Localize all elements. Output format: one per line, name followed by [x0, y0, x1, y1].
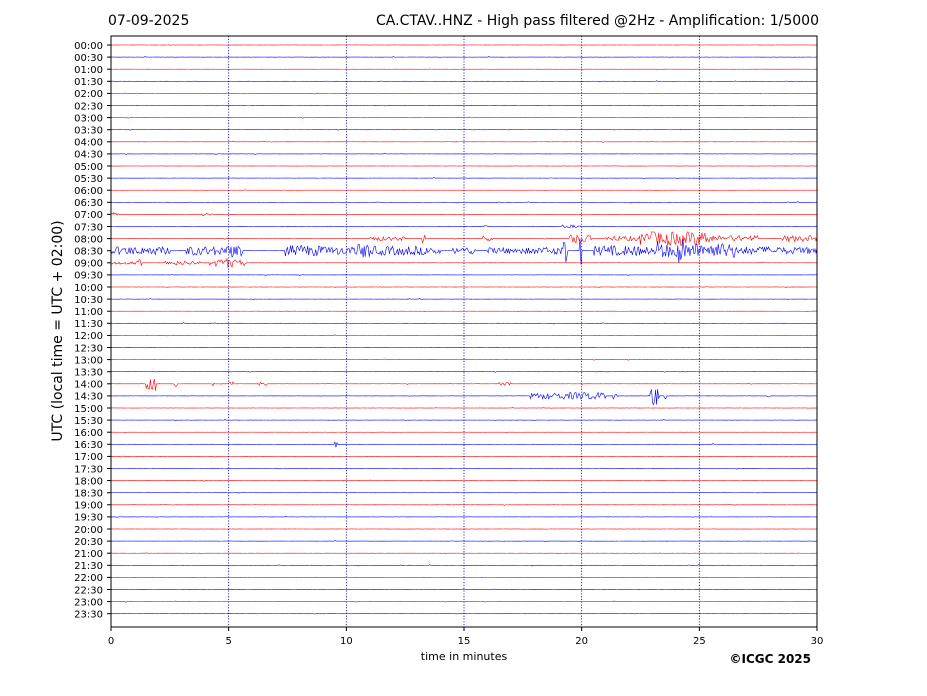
y-tick-label: 11:30 — [74, 319, 103, 330]
y-tick-label: 00:30 — [74, 53, 103, 64]
y-tick-label: 04:00 — [74, 138, 103, 149]
y-tick-label: 22:30 — [74, 585, 103, 596]
y-tick-label: 05:30 — [74, 174, 103, 185]
y-tick-label: 11:00 — [74, 307, 103, 318]
y-tick-label: 19:00 — [74, 501, 103, 512]
y-tick-label: 06:30 — [74, 198, 103, 209]
trace-1000 — [110, 286, 818, 289]
y-tick-label: 03:00 — [74, 113, 103, 124]
trace-2230 — [110, 588, 818, 591]
y-tick-label: 17:30 — [74, 464, 103, 475]
x-axis: 0 5 10 15 20 25 30 — [108, 627, 824, 647]
y-tick-label: 14:30 — [74, 392, 103, 403]
y-tick-label: 21:00 — [74, 549, 103, 560]
trace-1430 — [110, 388, 818, 406]
y-tick-label: 18:30 — [74, 489, 103, 500]
x-tick-label: 0 — [108, 636, 114, 647]
trace-1300 — [110, 358, 818, 361]
trace-1930 — [110, 515, 818, 518]
trace-0030 — [110, 55, 818, 58]
y-tick-label: 03:30 — [74, 126, 103, 137]
y-tick-label: 23:00 — [74, 597, 103, 608]
trace-1600 — [110, 431, 818, 433]
x-tick-label: 20 — [575, 636, 588, 647]
trace-0230 — [110, 104, 818, 107]
chart-title: CA.CTAV..HNZ - High pass filtered @2Hz -… — [376, 13, 819, 29]
y-tick-label: 10:00 — [74, 283, 103, 294]
y-tick-label: 23:30 — [74, 610, 103, 621]
copyright-label: ©ICGC 2025 — [729, 652, 811, 666]
y-tick-label: 01:30 — [74, 77, 103, 88]
y-tick-label: 15:30 — [74, 416, 103, 427]
y-tick-label: 18:00 — [74, 476, 103, 487]
trace-0330 — [110, 129, 818, 131]
y-tick-label: 14:00 — [74, 380, 103, 391]
y-tick-label: 05:00 — [74, 162, 103, 173]
y-tick-label: 12:30 — [74, 343, 103, 354]
trace-1330 — [110, 371, 818, 373]
y-tick-label: 09:30 — [74, 271, 103, 282]
trace-1630 — [110, 441, 818, 448]
vertical-gridlines — [228, 36, 700, 627]
trace-0700 — [110, 212, 818, 217]
y-tick-label: 08:00 — [74, 234, 103, 245]
x-axis-label: time in minutes — [421, 650, 508, 663]
y-tick-label: 06:00 — [74, 186, 103, 197]
trace-0530 — [110, 176, 818, 180]
y-tick-label: 09:00 — [74, 259, 103, 270]
trace-0400 — [110, 140, 818, 143]
x-tick-label: 30 — [811, 636, 824, 647]
x-tick-label: 10 — [340, 636, 353, 647]
y-tick-label: 00:00 — [74, 41, 103, 52]
trace-0100 — [110, 68, 818, 71]
y-axis-label: UTC (local time = UTC + 02:00) — [50, 220, 66, 441]
y-tick-label: 19:30 — [74, 513, 103, 524]
trace-1200 — [110, 334, 818, 337]
y-tick-label: 21:30 — [74, 561, 103, 572]
y-tick-label: 13:30 — [74, 368, 103, 379]
y-tick-label: 02:00 — [74, 89, 103, 100]
y-tick-label: 16:30 — [74, 440, 103, 451]
trace-1730 — [110, 467, 818, 470]
x-tick-label: 15 — [458, 636, 471, 647]
trace-1500 — [110, 406, 818, 409]
y-tick-label: 07:00 — [74, 210, 103, 221]
y-tick-label: 04:30 — [74, 150, 103, 161]
y-tick-label: 20:00 — [74, 525, 103, 536]
trace-1800 — [110, 479, 818, 482]
y-tick-label: 16:00 — [74, 428, 103, 439]
y-tick-label: 08:30 — [74, 247, 103, 258]
y-tick-label: 02:30 — [74, 101, 103, 112]
seismic-traces — [110, 44, 818, 615]
trace-2100 — [110, 552, 818, 555]
x-tick-label: 25 — [693, 636, 706, 647]
x-tick-label: 5 — [225, 636, 231, 647]
y-tick-label: 07:30 — [74, 222, 103, 233]
y-tick-label: 15:00 — [74, 404, 103, 415]
y-tick-label: 01:00 — [74, 65, 103, 76]
y-tick-label: 10:30 — [74, 295, 103, 306]
y-tick-label: 22:00 — [74, 573, 103, 584]
trace-1130 — [110, 322, 818, 325]
date-label: 07-09-2025 — [108, 13, 189, 29]
trace-0200 — [110, 92, 818, 95]
y-tick-label: 13:00 — [74, 355, 103, 366]
y-tick-label: 12:00 — [74, 331, 103, 342]
y-tick-label: 20:30 — [74, 537, 103, 548]
y-tick-label: 17:00 — [74, 452, 103, 463]
